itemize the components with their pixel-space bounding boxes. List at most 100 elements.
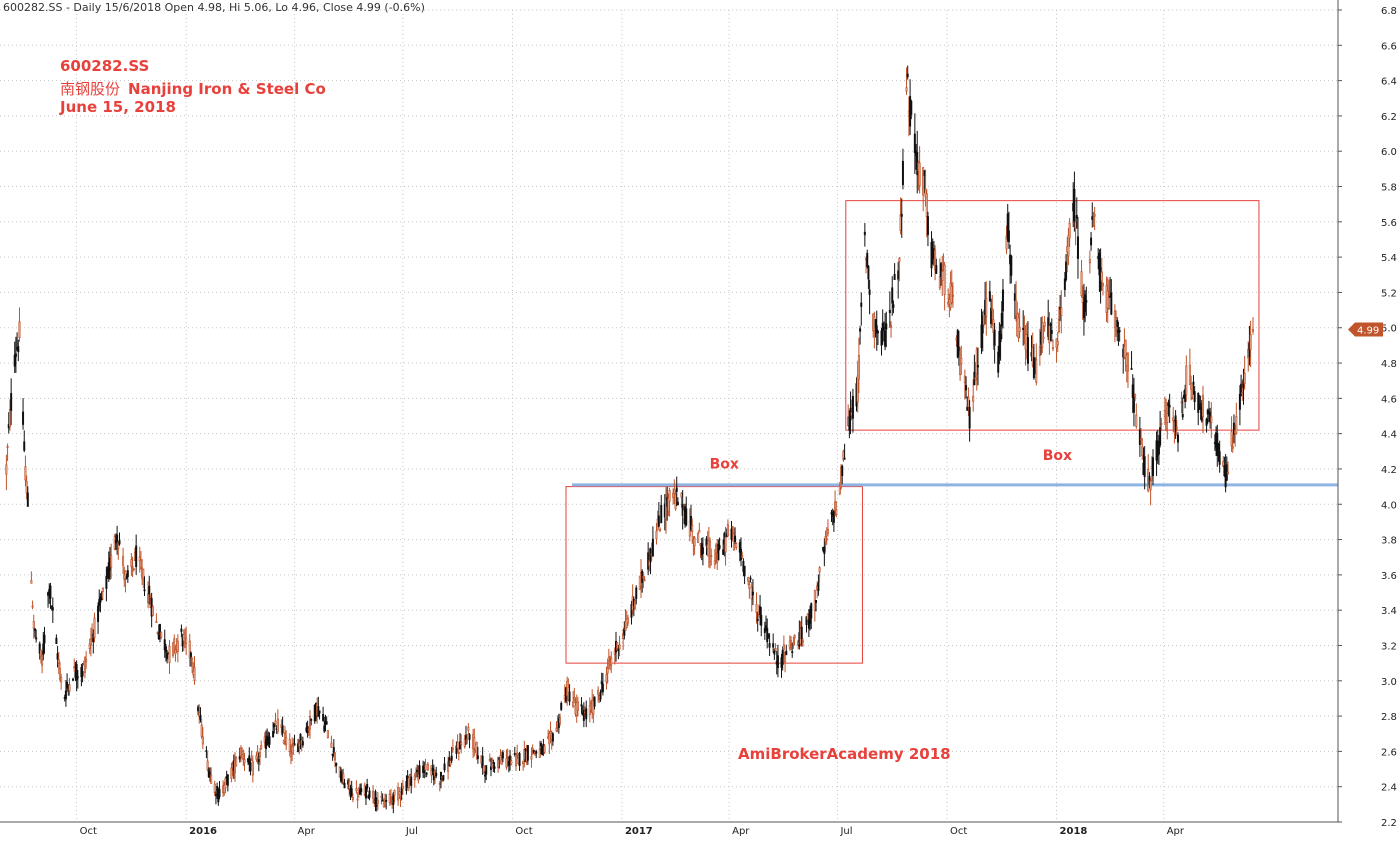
candle-body	[760, 615, 763, 626]
candle-body	[606, 667, 609, 674]
candle-body	[1001, 289, 1004, 312]
y-tick-label: 6.6	[1381, 41, 1397, 52]
candle-body	[1101, 282, 1104, 287]
candle-body	[555, 727, 558, 732]
candle-body	[350, 788, 353, 797]
candle-body	[975, 348, 978, 375]
candle-body	[959, 354, 962, 375]
candle-body	[843, 457, 846, 460]
candle-body	[963, 375, 966, 383]
candle-body	[506, 756, 509, 759]
candle-body	[180, 628, 183, 632]
candle-body	[199, 714, 202, 720]
candle-body	[573, 696, 576, 700]
candle-body	[950, 285, 953, 304]
candle-body	[50, 605, 53, 608]
candle-body	[1049, 323, 1052, 326]
candle-body	[1018, 326, 1021, 333]
candle-body	[601, 683, 604, 693]
candle-body	[467, 726, 470, 731]
candle-body	[541, 746, 544, 756]
candle-body	[1073, 189, 1076, 222]
candle-body	[1092, 225, 1095, 228]
candle-body	[400, 787, 403, 795]
candle-body	[1056, 341, 1059, 346]
candle-body	[997, 351, 1000, 373]
candle-body	[31, 605, 34, 608]
candle-body	[431, 767, 434, 772]
candle-body	[767, 634, 770, 637]
candle-body	[122, 556, 125, 566]
candle-body	[935, 265, 938, 274]
candle-body	[13, 354, 16, 367]
candle-body	[213, 783, 216, 794]
candle-body	[325, 721, 328, 725]
candle-body	[593, 696, 596, 707]
candle-body	[58, 668, 61, 680]
candle-body	[10, 393, 13, 411]
candle-body	[740, 548, 743, 561]
candle-body	[299, 733, 302, 745]
candle-body	[1067, 234, 1070, 257]
candle-body	[447, 761, 450, 772]
x-tick-label: 2018	[1060, 826, 1088, 837]
candle-body	[1217, 443, 1220, 452]
candle-body	[751, 591, 754, 596]
candle-body	[258, 752, 261, 757]
candle-body	[142, 568, 145, 580]
candle-body	[690, 515, 693, 530]
candle-body	[348, 780, 351, 791]
candle-body	[726, 524, 729, 537]
y-tick-label: 5.0	[1381, 324, 1397, 335]
candle-body	[1006, 213, 1009, 240]
y-tick-label: 2.4	[1381, 783, 1397, 794]
candle-body	[293, 743, 296, 746]
candle-body	[1010, 255, 1013, 276]
candle-body	[1051, 347, 1054, 350]
candle-body	[193, 666, 196, 681]
candle-body	[560, 702, 563, 710]
candle-body	[1050, 330, 1053, 334]
candle-body	[776, 655, 779, 669]
candle-body	[460, 741, 463, 746]
candle-body	[730, 528, 733, 540]
candle-body	[784, 651, 787, 663]
candle-body	[675, 487, 678, 492]
candle-body	[782, 644, 785, 650]
candle-body	[623, 627, 626, 636]
candle-body	[899, 214, 902, 231]
candle-body	[81, 671, 84, 677]
chart-date-label: June 15, 2018	[60, 98, 176, 116]
candle-body	[718, 545, 721, 549]
candle-body	[89, 638, 92, 646]
candle-body	[1199, 403, 1202, 406]
candle-body	[659, 528, 662, 531]
candle-body	[435, 772, 438, 777]
x-tick-label: Jul	[839, 826, 852, 837]
candle-body	[97, 605, 100, 623]
candle-body	[214, 794, 217, 796]
candle-body	[1176, 434, 1179, 443]
candle-body	[308, 716, 311, 730]
candle-body	[672, 492, 675, 498]
candle-body	[513, 753, 516, 755]
candle-body	[164, 646, 167, 653]
candle-body	[206, 760, 209, 771]
candle-body	[288, 739, 291, 753]
candle-body	[233, 760, 236, 773]
candle-body	[250, 759, 253, 761]
candle-body	[216, 786, 219, 792]
candle-body	[401, 785, 404, 789]
candle-body	[582, 709, 585, 721]
candle-body	[343, 782, 346, 789]
candle-body	[1075, 215, 1078, 219]
candle-body	[1068, 222, 1071, 239]
watermark-text: AmiBrokerAcademy 2018	[738, 745, 951, 763]
candle-body	[482, 765, 485, 774]
candle-body	[825, 538, 828, 541]
candle-body	[1015, 299, 1018, 317]
candle-body	[218, 788, 221, 797]
candle-body	[968, 407, 971, 429]
candle-body	[156, 632, 159, 634]
x-tick-label: 2017	[625, 826, 653, 837]
